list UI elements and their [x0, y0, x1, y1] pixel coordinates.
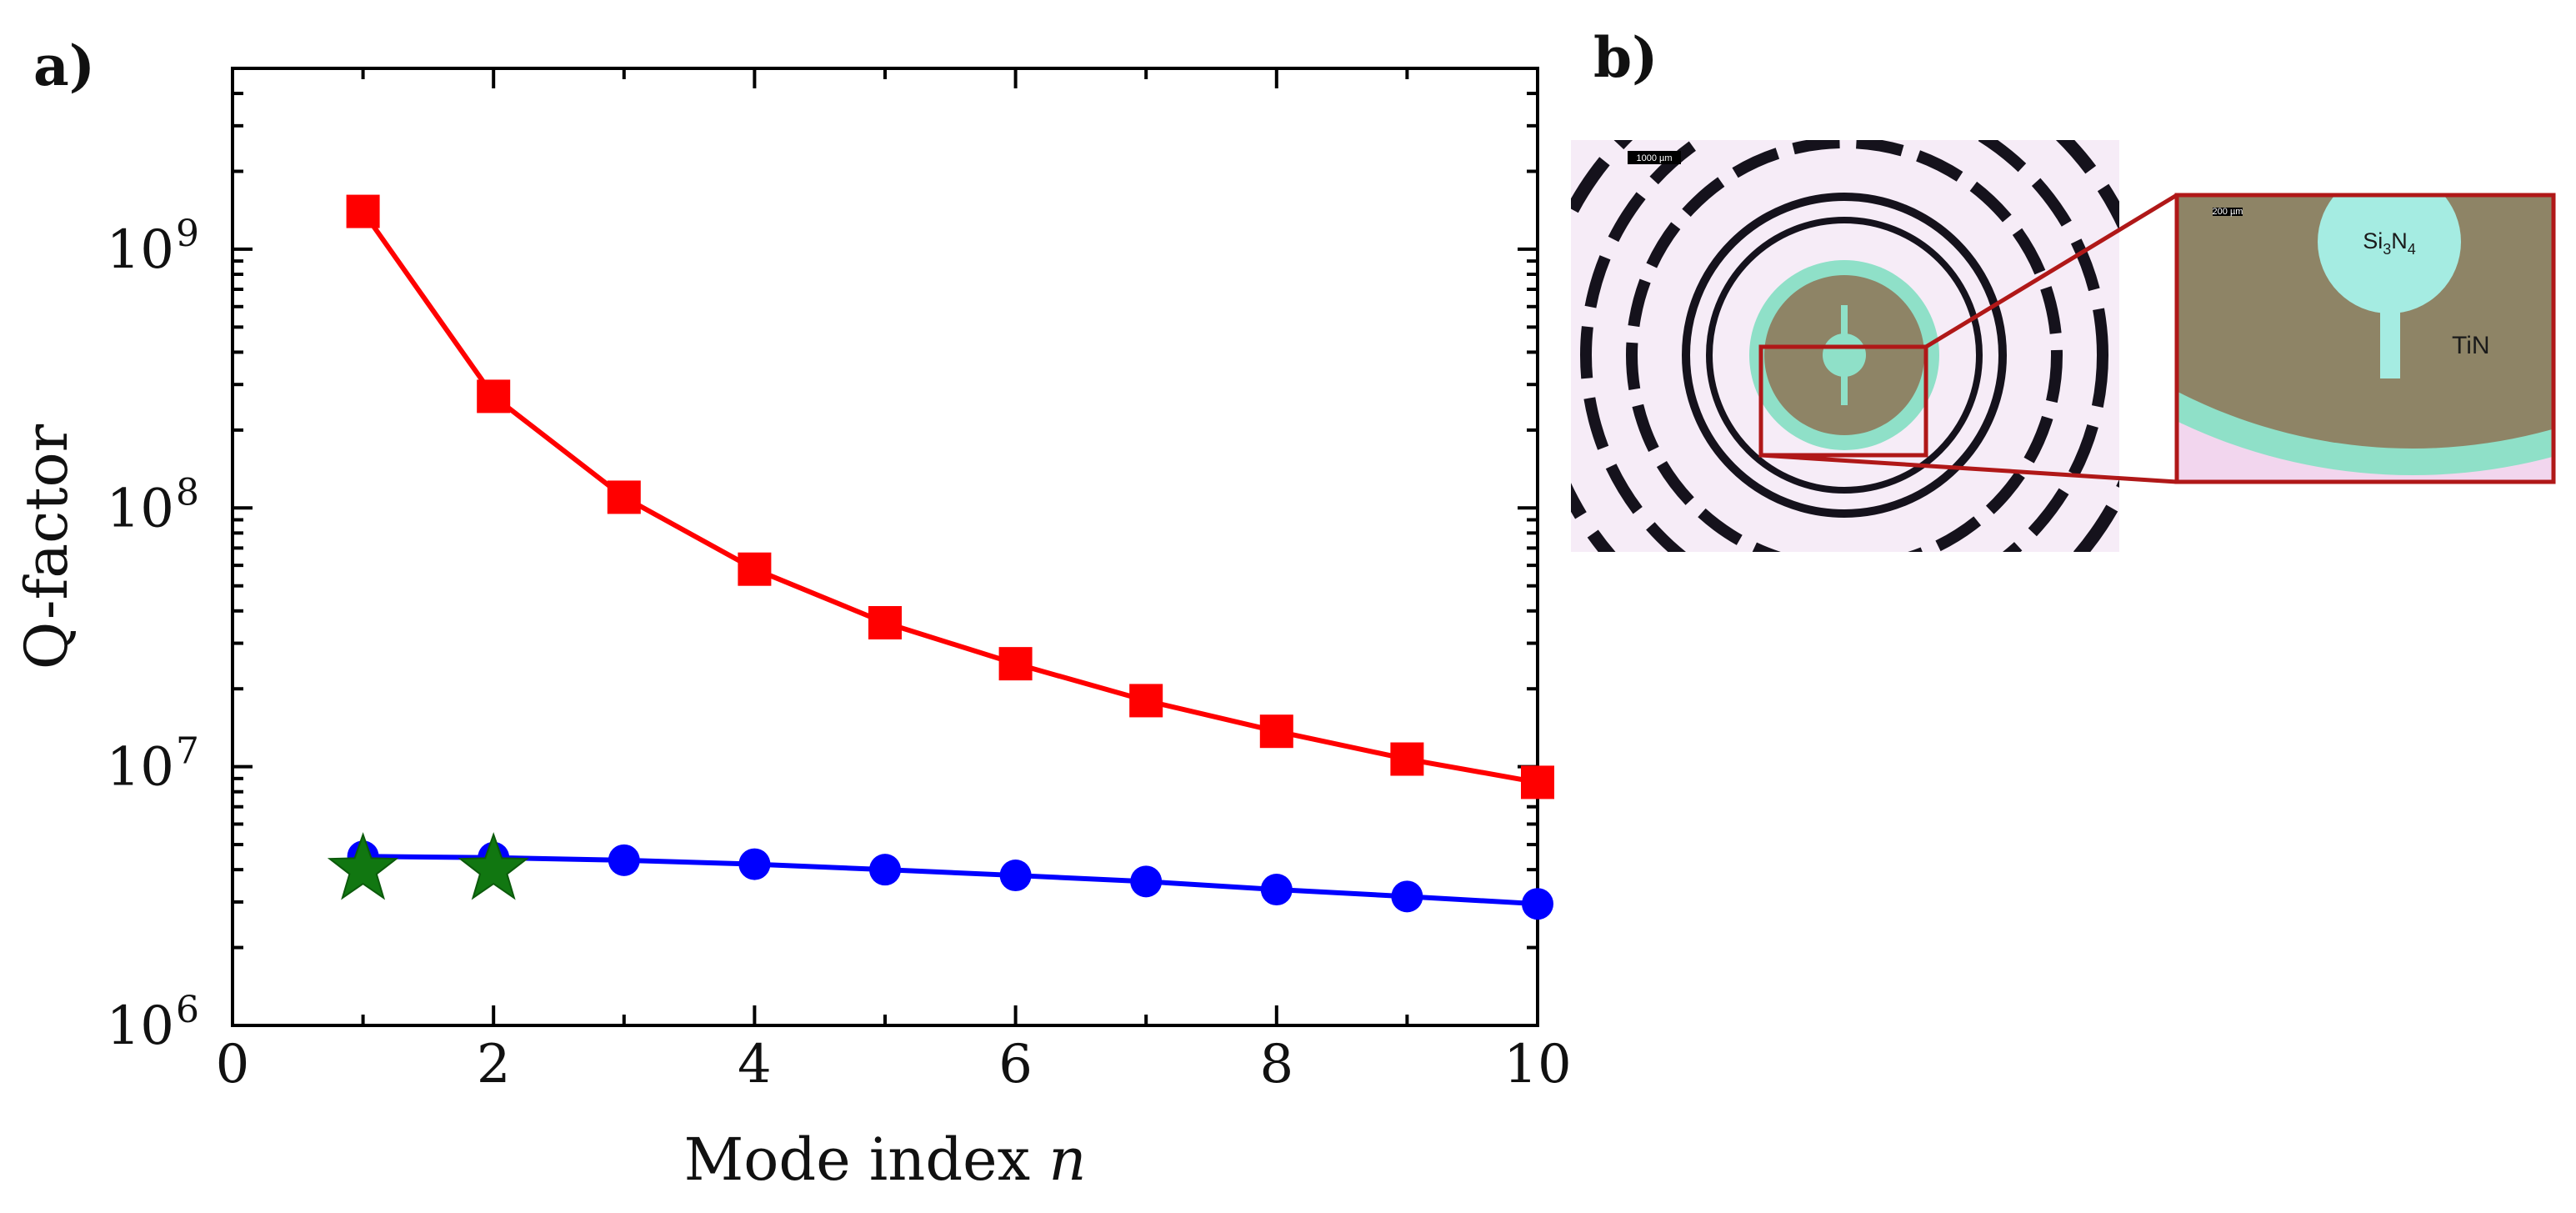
x-tick-label: 4 — [738, 1034, 772, 1095]
tin-label: TiN — [2452, 332, 2490, 359]
panel-a-label: a) — [33, 33, 95, 98]
data-point-square — [1129, 684, 1163, 718]
panel-b-label: b) — [1593, 25, 1658, 90]
ring-innermost — [1706, 217, 1983, 494]
data-point-square — [998, 647, 1033, 681]
data-point-circle — [608, 844, 640, 876]
pattern-rings — [1571, 140, 2119, 552]
y-tick-exponent: 9 — [176, 213, 199, 255]
x-tick-label: 10 — [1503, 1034, 1571, 1095]
zoom-box — [1758, 344, 1928, 458]
x-tick-label: 6 — [998, 1034, 1033, 1095]
x-tick-labels: 0 2 4 6 8 10 — [216, 1034, 1572, 1095]
y-tick-label: 10 — [107, 737, 174, 799]
series-blue-circles — [347, 840, 1553, 920]
y-tick-exponent: 8 — [176, 471, 199, 514]
data-point-circle — [999, 860, 1032, 892]
micrograph-panel: 1000 µm 200 µm Si3N4 TiN — [1571, 140, 2556, 552]
scalebar-main-bg — [1628, 151, 1681, 164]
si3n4-label: Si3N4 — [2363, 228, 2416, 258]
series-green-stars — [327, 832, 529, 900]
data-point-square — [738, 552, 772, 586]
data-point-circle — [869, 854, 901, 886]
ring-inner-solid — [1682, 193, 2007, 518]
data-point-square — [1390, 742, 1424, 776]
data-point-circle — [1522, 888, 1553, 920]
y-axis-label: Q-factor — [13, 424, 81, 669]
zoom-line-bottom — [1760, 453, 2178, 484]
inset-micrograph: 200 µm Si3N4 TiN — [2177, 195, 2553, 482]
data-point-square — [477, 379, 511, 414]
y-tick-exponent: 6 — [176, 989, 199, 1031]
scalebar-main-label: 1000 µm — [1636, 153, 1672, 163]
ring-outer-2 — [1626, 140, 2063, 552]
scalebar-inset-bg — [2213, 208, 2243, 216]
ring-outer-3 — [1580, 140, 2108, 552]
x-tick-label: 2 — [477, 1034, 511, 1095]
data-point-square — [1259, 714, 1293, 749]
data-point-circle — [1391, 880, 1423, 913]
data-point-circle — [1130, 865, 1163, 898]
data-point-circle — [1260, 874, 1293, 906]
scalebar-inset-label: 200 µm — [2213, 207, 2243, 217]
inset-tin-film — [2177, 195, 2553, 449]
data-point-star — [327, 832, 399, 900]
data-point-square — [1521, 765, 1554, 799]
inset-feed-line — [2380, 292, 2400, 378]
data-point-square — [607, 480, 641, 514]
blue-circles-line — [363, 854, 1538, 907]
series-red-squares — [346, 194, 1554, 799]
data-point-star — [458, 832, 529, 900]
series-layer — [327, 194, 1554, 920]
x-axis-label: Mode index n — [684, 1125, 1087, 1194]
y-tick-label: 10 — [107, 478, 174, 539]
y-tick-exponent: 7 — [176, 730, 199, 773]
data-point-square — [346, 194, 380, 228]
red-squares-line — [361, 209, 1538, 785]
y-tick-label: 10 — [107, 995, 174, 1057]
feed-line — [1841, 305, 1848, 405]
inset-frame — [2174, 193, 2556, 484]
y-tick-label: 10 — [107, 219, 174, 281]
zoom-line-top — [1924, 193, 2178, 349]
x-tick-label: 0 — [216, 1034, 250, 1095]
data-point-square — [868, 605, 902, 639]
main-micrograph: 1000 µm — [1571, 140, 2119, 552]
inset-si3n4-disk — [2318, 195, 2461, 313]
x-tick-label: 8 — [1259, 1034, 1293, 1095]
data-point-circle — [738, 848, 771, 880]
